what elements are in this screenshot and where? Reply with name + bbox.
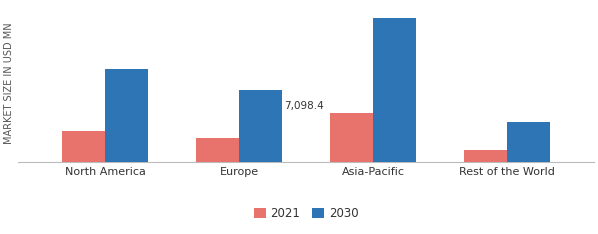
Bar [464, 150, 507, 162]
Bar [196, 138, 239, 162]
Bar [105, 69, 148, 162]
Bar [373, 18, 416, 162]
Text: 7,098.4: 7,098.4 [283, 101, 324, 111]
Bar [330, 113, 373, 162]
Y-axis label: MARKET SIZE IN USD MN: MARKET SIZE IN USD MN [4, 22, 14, 144]
Bar [63, 131, 105, 162]
Bar [239, 90, 282, 162]
Bar [507, 122, 550, 162]
Legend: 2021, 2030: 2021, 2030 [249, 202, 363, 225]
